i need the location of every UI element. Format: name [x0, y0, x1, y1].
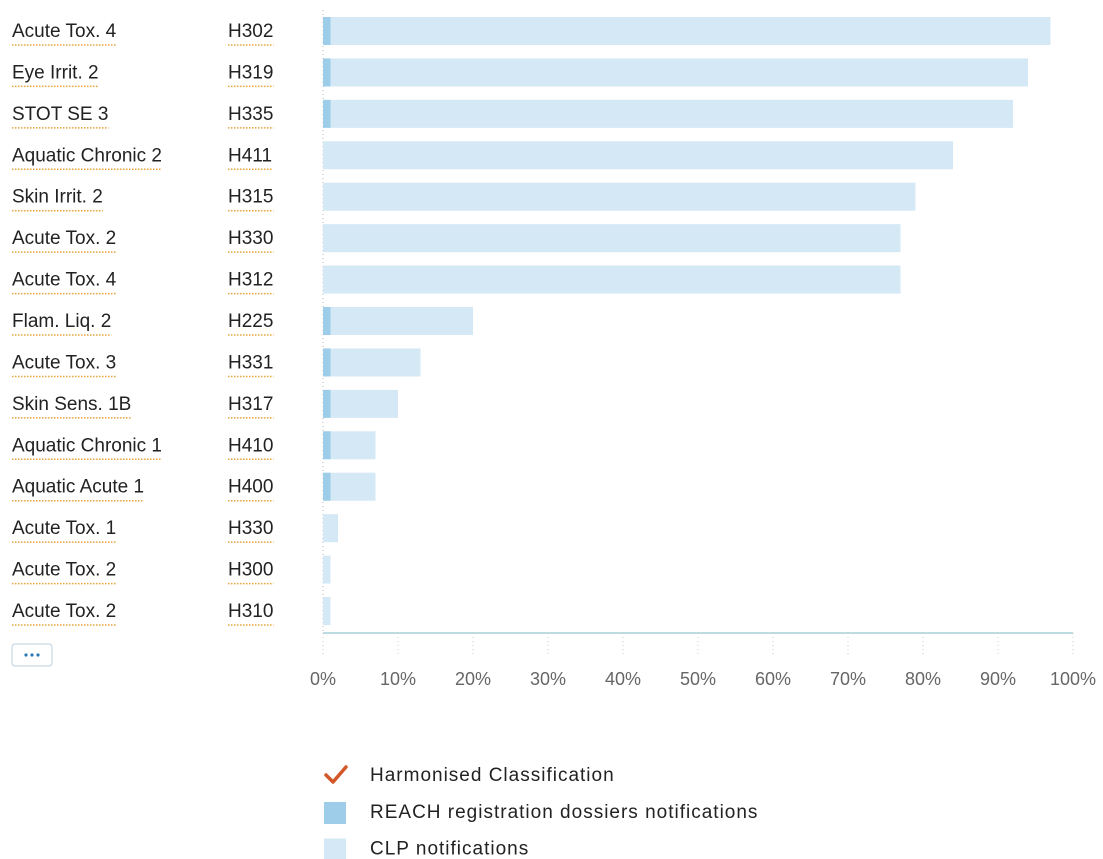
legend-label: CLP notifications: [370, 839, 529, 859]
bar: [323, 58, 331, 87]
x-tick-label: 60%: [755, 669, 791, 689]
category-label: Skin Irrit. 2: [12, 187, 103, 208]
x-tick-label: 100%: [1050, 669, 1096, 689]
bar: [323, 472, 331, 501]
legend-label: Harmonised Classification: [370, 765, 615, 786]
bar: [323, 141, 953, 170]
code-label: H330: [228, 228, 273, 249]
category-label: Acute Tox. 3: [12, 352, 116, 373]
category-label: Aquatic Chronic 1: [12, 435, 162, 456]
code-label: H315: [228, 187, 273, 208]
category-label: STOT SE 3: [12, 104, 108, 125]
x-tick-label: 90%: [980, 669, 1016, 689]
legend-label: REACH registration dossiers notification…: [370, 802, 758, 823]
dot: [24, 653, 28, 657]
legend-swatch: [324, 838, 346, 859]
legend-swatch: [324, 802, 346, 824]
code-label: H300: [228, 560, 273, 581]
code-label: H411: [228, 145, 272, 166]
x-tick-label: 10%: [380, 669, 416, 689]
category-label: Skin Sens. 1B: [12, 394, 131, 415]
bar: [323, 182, 916, 211]
bar: [323, 472, 376, 501]
bar: [323, 307, 473, 336]
category-label: Acute Tox. 4: [12, 270, 117, 291]
x-tick-label: 40%: [605, 669, 641, 689]
code-label: H225: [228, 311, 273, 332]
bar: [323, 597, 331, 626]
bar: [323, 99, 1013, 128]
bar: [323, 17, 1051, 45]
category-label: Aquatic Acute 1: [12, 477, 144, 498]
bar: [323, 431, 331, 460]
bar: [323, 99, 331, 128]
dot: [30, 653, 34, 657]
more-button[interactable]: [11, 643, 53, 667]
x-tick-label: 70%: [830, 669, 866, 689]
category-label: Flam. Liq. 2: [12, 311, 111, 332]
category-label: Acute Tox. 1: [12, 518, 116, 539]
code-label: H410: [228, 435, 273, 456]
code-label: H319: [228, 62, 273, 83]
category-label: Acute Tox. 2: [12, 560, 116, 581]
bar: [323, 555, 331, 584]
x-tick-label: 0%: [310, 669, 336, 689]
bar: [323, 514, 338, 543]
bar: [323, 224, 901, 253]
category-label: Acute Tox. 4: [12, 21, 117, 42]
x-tick-label: 50%: [680, 669, 716, 689]
category-label: Acute Tox. 2: [12, 228, 116, 249]
bar: [323, 348, 421, 377]
code-label: H312: [228, 270, 273, 291]
code-label: H302: [228, 21, 273, 42]
legend-check: [324, 765, 348, 784]
x-tick-label: 20%: [455, 669, 491, 689]
category-label: Aquatic Chronic 2: [12, 145, 162, 166]
bar: [323, 389, 398, 418]
bar: [323, 389, 331, 418]
category-label: Acute Tox. 2: [12, 601, 116, 622]
bar: [323, 348, 331, 377]
code-label: H317: [228, 394, 273, 415]
code-label: H335: [228, 104, 273, 125]
code-label: H310: [228, 601, 273, 622]
code-label: H400: [228, 477, 273, 498]
dot: [36, 653, 40, 657]
bar: [323, 17, 331, 45]
bar: [323, 58, 1028, 87]
code-label: H331: [228, 352, 273, 373]
bar: [323, 431, 376, 460]
bar: [323, 307, 331, 336]
category-label: Eye Irrit. 2: [12, 62, 99, 83]
code-label: H330: [228, 518, 273, 539]
bar: [323, 265, 901, 294]
x-tick-label: 80%: [905, 669, 941, 689]
x-tick-label: 30%: [530, 669, 566, 689]
